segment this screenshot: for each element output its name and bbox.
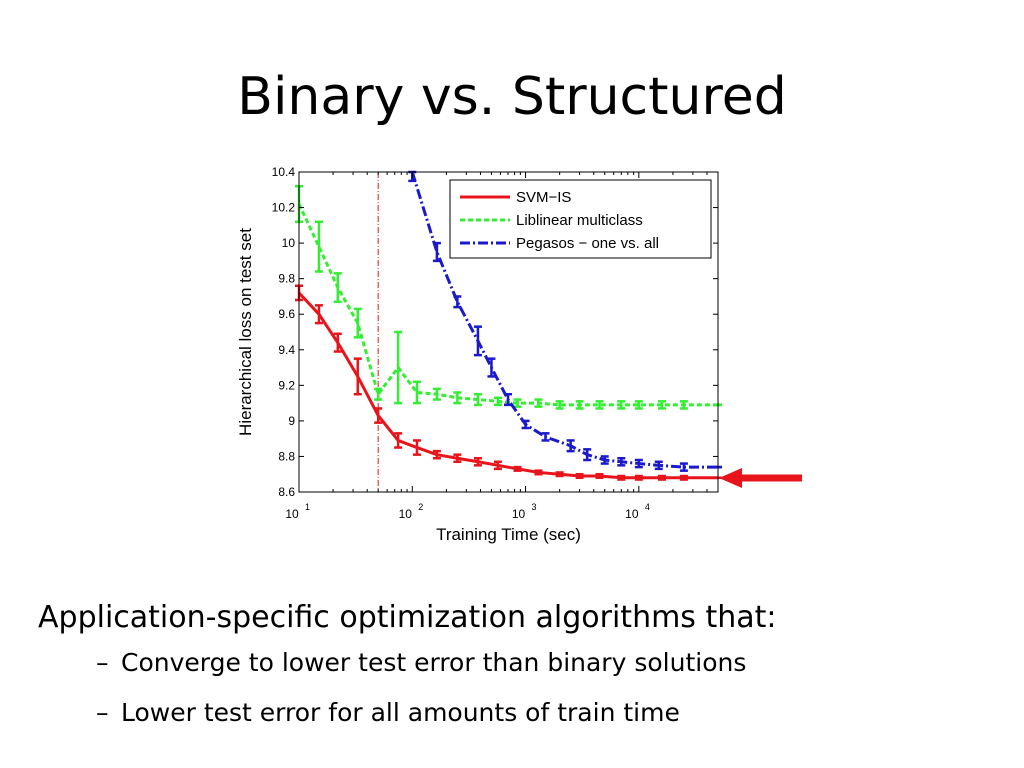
error-bar	[504, 392, 513, 407]
bullet-list: Application-specific optimization algori…	[38, 598, 998, 738]
legend-label: SVM−IS	[516, 189, 571, 206]
y-tick-label: 9.6	[278, 307, 295, 321]
error-bar	[513, 465, 522, 472]
sub-bullet-text: Lower test error for all amounts of trai…	[121, 698, 680, 727]
error-bar	[473, 392, 482, 407]
error-bar	[617, 400, 626, 410]
error-bar	[453, 391, 462, 405]
x-tick-label: 10	[285, 507, 299, 521]
y-tick-label: 10	[282, 236, 296, 250]
error-bar	[595, 400, 604, 410]
error-bar	[353, 357, 362, 396]
error-bar	[453, 453, 462, 464]
plot-area	[295, 170, 722, 492]
error-bar	[394, 432, 403, 449]
series-line	[410, 171, 718, 469]
series-1	[295, 184, 722, 410]
y-tick-label: 9.2	[278, 378, 295, 392]
error-bar	[575, 400, 584, 410]
y-tick-label: 9.8	[278, 272, 295, 286]
error-bar	[555, 471, 564, 478]
error-bar	[493, 460, 502, 471]
error-bar	[654, 460, 663, 471]
x-tick-exponent: 1	[305, 502, 310, 512]
error-bar	[634, 474, 643, 481]
arrow-head	[719, 468, 742, 488]
error-bar	[634, 458, 643, 469]
x-axis-label: Training Time (sec)	[436, 525, 581, 544]
error-bar	[394, 330, 403, 405]
error-bar	[679, 474, 688, 481]
y-tick-label: 9.4	[278, 343, 295, 357]
bullet-main: Application-specific optimization algori…	[38, 600, 777, 635]
arrow-shaft	[738, 474, 802, 482]
x-tick-exponent: 3	[532, 502, 537, 512]
error-bar	[534, 469, 543, 476]
error-bar	[600, 455, 609, 465]
red-arrow-icon	[719, 468, 802, 488]
y-tick-label: 8.8	[278, 449, 295, 463]
error-bar	[679, 400, 688, 410]
dash-marker: –	[96, 648, 109, 677]
error-bar	[493, 396, 502, 407]
error-bar	[555, 400, 564, 410]
error-bar	[679, 462, 688, 472]
x-tick-label: 10	[512, 507, 526, 521]
series-0	[295, 284, 722, 481]
error-bar	[657, 400, 666, 410]
sub-bullet-2: – Lower test error for all amounts of tr…	[38, 688, 998, 738]
error-bar	[432, 449, 441, 460]
error-bar	[333, 332, 342, 353]
error-bar	[473, 325, 482, 357]
series-2	[408, 170, 722, 472]
error-bar	[575, 472, 584, 480]
x-tick-exponent: 2	[418, 502, 423, 512]
y-tick-label: 10.4	[272, 165, 296, 179]
slide-title: Binary vs. Structured	[237, 67, 787, 127]
error-bar	[595, 472, 604, 480]
error-bar	[617, 474, 626, 481]
axes: 8.6 8.8 9 9.2 9.4 9.6 9.8 10 10.2 10.4 10 1 10 2 10 3 10…	[272, 165, 719, 521]
error-bar	[432, 241, 441, 263]
sub-bullet-1: – Converge to lower test error than bina…	[38, 638, 998, 688]
y-axis-label: Hierarchical loss on test set	[236, 228, 255, 436]
x-tick-label: 10	[625, 507, 639, 521]
legend-label: Pegasos − one vs. all	[516, 235, 659, 252]
error-bar	[617, 456, 626, 467]
error-bar	[432, 387, 441, 401]
error-bar	[473, 456, 482, 467]
error-bar	[412, 439, 421, 456]
error-bar	[634, 400, 643, 410]
legend: SVM−IS Liblinear multiclass Pegasos − one …	[449, 179, 712, 259]
error-bar	[566, 439, 575, 453]
series-line	[297, 291, 718, 480]
error-bar	[583, 448, 592, 462]
error-bar	[521, 419, 530, 430]
error-bar	[541, 432, 550, 442]
error-bar	[374, 407, 383, 424]
error-bar	[534, 398, 543, 408]
error-bar	[513, 398, 522, 408]
loss-chart: 8.6 8.8 9 9.2 9.4 9.6 9.8 10 10.2 10.4 10 1 10 2 10 3 10…	[236, 165, 802, 544]
y-tick-label: 9	[288, 414, 295, 428]
error-bar	[487, 357, 496, 378]
y-tick-label: 10.2	[272, 201, 296, 215]
error-bar	[353, 307, 362, 339]
error-bar	[657, 474, 666, 481]
error-bar	[453, 295, 462, 309]
dash-marker: –	[96, 698, 109, 727]
error-bar	[412, 380, 421, 405]
x-tick-label: 10	[399, 507, 413, 521]
error-bar	[314, 220, 323, 273]
y-tick-label: 8.6	[278, 485, 295, 499]
error-bar	[314, 304, 323, 325]
sub-bullet-text: Converge to lower test error than binary…	[121, 648, 747, 677]
x-tick-exponent: 4	[645, 502, 650, 512]
error-bar	[333, 272, 342, 304]
legend-label: Liblinear multiclass	[516, 212, 643, 229]
error-bar	[374, 387, 383, 401]
